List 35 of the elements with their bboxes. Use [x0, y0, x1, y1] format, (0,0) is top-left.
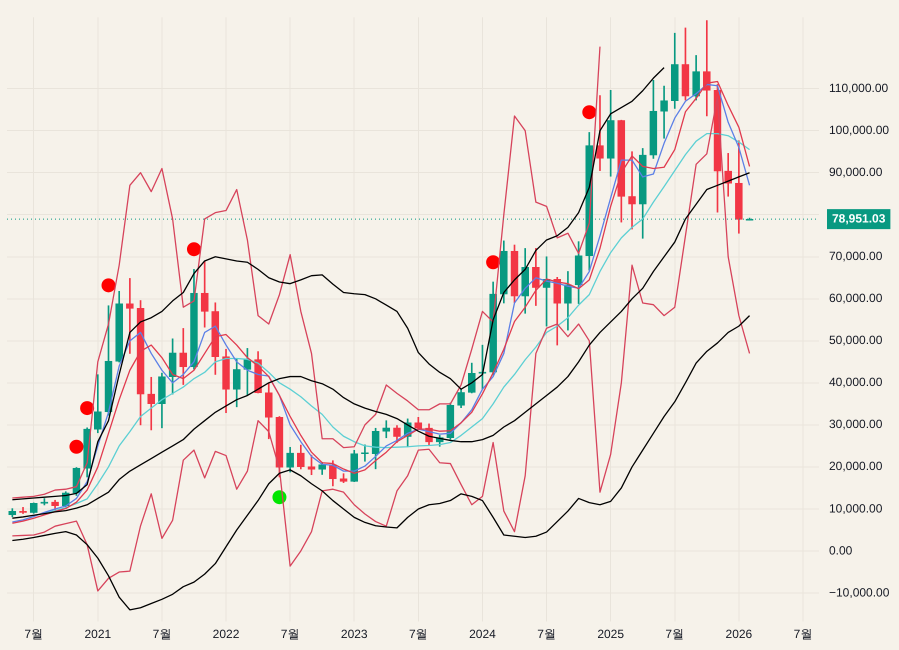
x-tick-label: 7월	[409, 627, 428, 642]
x-tick-label: 2026	[726, 627, 753, 642]
y-tick-label: 30,000.00	[829, 417, 883, 432]
point	[69, 440, 84, 454]
y-tick-label: 90,000.00	[829, 165, 883, 180]
point	[102, 278, 116, 292]
x-tick-label: 7월	[537, 627, 556, 642]
point	[582, 105, 596, 120]
y-tick-label: 10,000.00	[829, 501, 883, 516]
x-tick-label: 7월	[665, 627, 684, 642]
y-tick-label: 20,000.00	[829, 459, 883, 474]
x-tick-label: 2022	[212, 627, 240, 642]
y-tick-label: 60,000.00	[829, 291, 883, 306]
x-tick-label: 7월	[280, 627, 300, 642]
y-tick-label: 100,000.00	[829, 122, 890, 137]
y-tick-label: −10,000.00	[829, 585, 890, 600]
point	[486, 255, 500, 270]
x-tick-label: 2025	[597, 627, 624, 642]
candlestick	[660, 86, 668, 139]
y-tick-label: 50,000.00	[829, 333, 883, 348]
x-tick-label: 7월	[152, 627, 172, 642]
x-tick-label: 7월	[24, 627, 44, 642]
point	[80, 401, 94, 416]
ref-line-label: 78,951.03	[832, 211, 886, 226]
point	[186, 242, 201, 256]
candlestick	[596, 95, 604, 171]
candlestick	[628, 151, 636, 230]
x-tick-label: 2021	[84, 627, 112, 642]
y-tick-label: 0.00	[829, 543, 853, 558]
y-tick-label: 110,000.00	[829, 80, 888, 95]
y-tick-label: 70,000.00	[829, 249, 883, 264]
x-tick-label: 2024	[469, 627, 496, 642]
x-tick-label: 7월	[794, 627, 812, 642]
y-tick-label: 40,000.00	[829, 375, 883, 390]
x-tick-label: 2023	[340, 627, 368, 642]
